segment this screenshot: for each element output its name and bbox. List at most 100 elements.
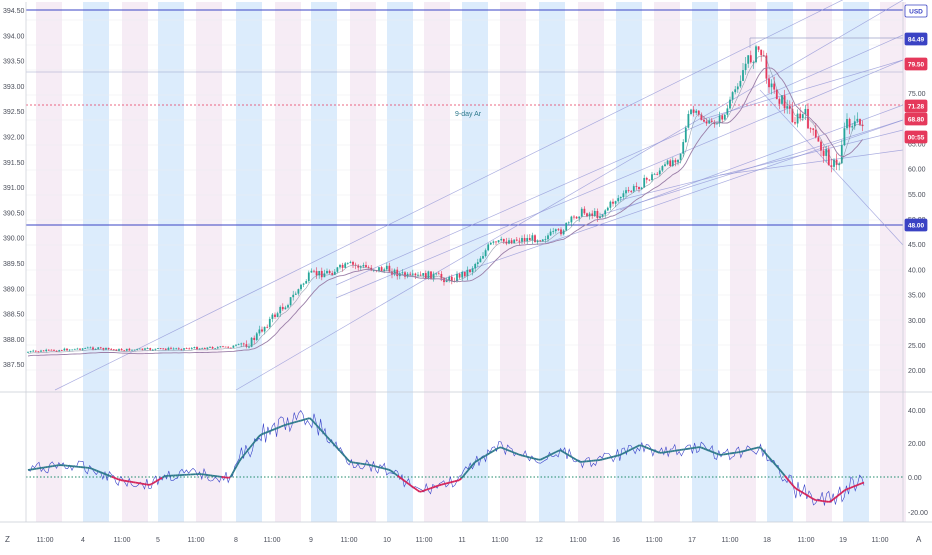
oscillator-signal-segment [270, 430, 272, 431]
time-axis-label: 9 [309, 537, 313, 544]
oscillator-signal-segment [422, 491, 424, 492]
candle-body [199, 348, 201, 349]
candle-body [100, 347, 102, 348]
oscillator-signal-segment [642, 446, 644, 447]
candle-body [636, 186, 638, 187]
candle-body [727, 108, 729, 114]
candle-body [30, 351, 32, 352]
oscillator-signal-segment [860, 483, 862, 484]
oscillator-signal-segment [802, 492, 804, 493]
oscillator-signal-segment [455, 481, 457, 482]
candle-body [493, 241, 495, 242]
price-tag[interactable]: 84.49 [905, 33, 927, 45]
oscillator-signal-segment [629, 450, 631, 451]
oscillator-signal-segment [426, 489, 428, 490]
candle-body [303, 284, 305, 285]
candle-body [422, 273, 424, 275]
oscillator-signal-segment [347, 459, 349, 461]
time-axis-label: 11:00 [188, 537, 205, 544]
oscillator-signal-segment [811, 498, 813, 499]
candle-body [677, 160, 679, 163]
candle-body [849, 119, 851, 127]
candle-body [831, 165, 833, 167]
oscillator-signal-segment [371, 465, 373, 466]
candle-body [565, 223, 567, 231]
time-axis-label: 11 [458, 537, 465, 544]
candle-body [584, 209, 586, 213]
candle-body [607, 208, 609, 211]
time-axis-label: 11:00 [264, 537, 281, 544]
price-tag[interactable]: 79.50 [905, 58, 927, 70]
price-tag[interactable]: USD [905, 5, 927, 17]
candle-body [175, 348, 177, 349]
timezone-toggle[interactable]: Z [5, 535, 10, 544]
oscillator-signal-segment [494, 449, 496, 450]
candle-body [181, 349, 183, 350]
price-axis-label: 391.00 [3, 185, 25, 192]
candle-body [417, 275, 419, 276]
candle-body [165, 349, 167, 350]
oscillator-signal-segment [162, 476, 164, 477]
oscillator-signal-segment [158, 479, 160, 480]
candle-body [688, 114, 690, 128]
candle-body [243, 344, 245, 345]
oscillator-signal-segment [151, 483, 153, 484]
oscillator-signal-segment [272, 429, 274, 430]
price-tag[interactable]: 68.80 [905, 113, 927, 125]
oscillator-signal-segment [576, 459, 578, 460]
candle-body [313, 271, 315, 272]
oscillator-signal-segment [635, 446, 637, 447]
candle-body [269, 319, 271, 327]
price-tag[interactable]: 00:55 [905, 131, 927, 143]
candle-body [136, 349, 138, 350]
time-axis-label: 19 [839, 537, 847, 544]
oscillator-signal-segment [98, 471, 100, 472]
oscillator-signal-segment [756, 447, 758, 448]
oscillator-signal-segment [813, 499, 815, 500]
candle-body [438, 274, 440, 275]
candle-body [51, 350, 53, 351]
oscillator-signal-segment [523, 456, 525, 457]
candle-body [134, 350, 136, 351]
right-axis-label: 30.00 [908, 318, 926, 325]
oscillator-signal-segment [800, 491, 802, 492]
candle-body [77, 349, 79, 350]
oscillator-signal-segment [708, 450, 710, 451]
candle-body [620, 197, 622, 198]
oscillator-signal-segment [646, 447, 648, 448]
oscillator-signal-segment [516, 454, 518, 455]
candle-body [191, 348, 193, 349]
time-axis-label: 11:00 [570, 537, 587, 544]
candle-body [40, 351, 42, 352]
candle-body [178, 348, 180, 349]
oscillator-signal-segment [497, 448, 499, 449]
oscillator-signal-segment [644, 447, 646, 448]
candle-body [550, 232, 552, 236]
session-band [880, 2, 906, 522]
candle-body [290, 297, 292, 305]
candle-body [680, 154, 682, 160]
candle-body [97, 347, 99, 349]
candle-body [420, 275, 422, 276]
candle-body [662, 166, 664, 170]
oscillator-signal-segment [651, 449, 653, 450]
auto-scale-toggle[interactable]: A [916, 535, 922, 544]
price-tag[interactable]: 48.00 [905, 219, 927, 231]
oscillator-signal-segment [233, 469, 235, 473]
candle-body [84, 348, 86, 349]
candle-body [573, 217, 575, 218]
oscillator-signal-segment [600, 459, 602, 460]
candle-body [651, 174, 653, 180]
oscillator-signal-segment [94, 470, 96, 471]
candle-body [217, 347, 219, 348]
candle-body [469, 270, 471, 272]
oscillator-signal-segment [527, 457, 529, 458]
candle-body [74, 349, 76, 350]
candle-body [292, 295, 294, 297]
candle-body [157, 348, 159, 349]
candle-body [482, 256, 484, 258]
oscillator-signal-segment [653, 450, 655, 451]
price-tag[interactable]: 71.28 [905, 100, 927, 112]
price-axis-label: 393.50 [3, 59, 25, 66]
